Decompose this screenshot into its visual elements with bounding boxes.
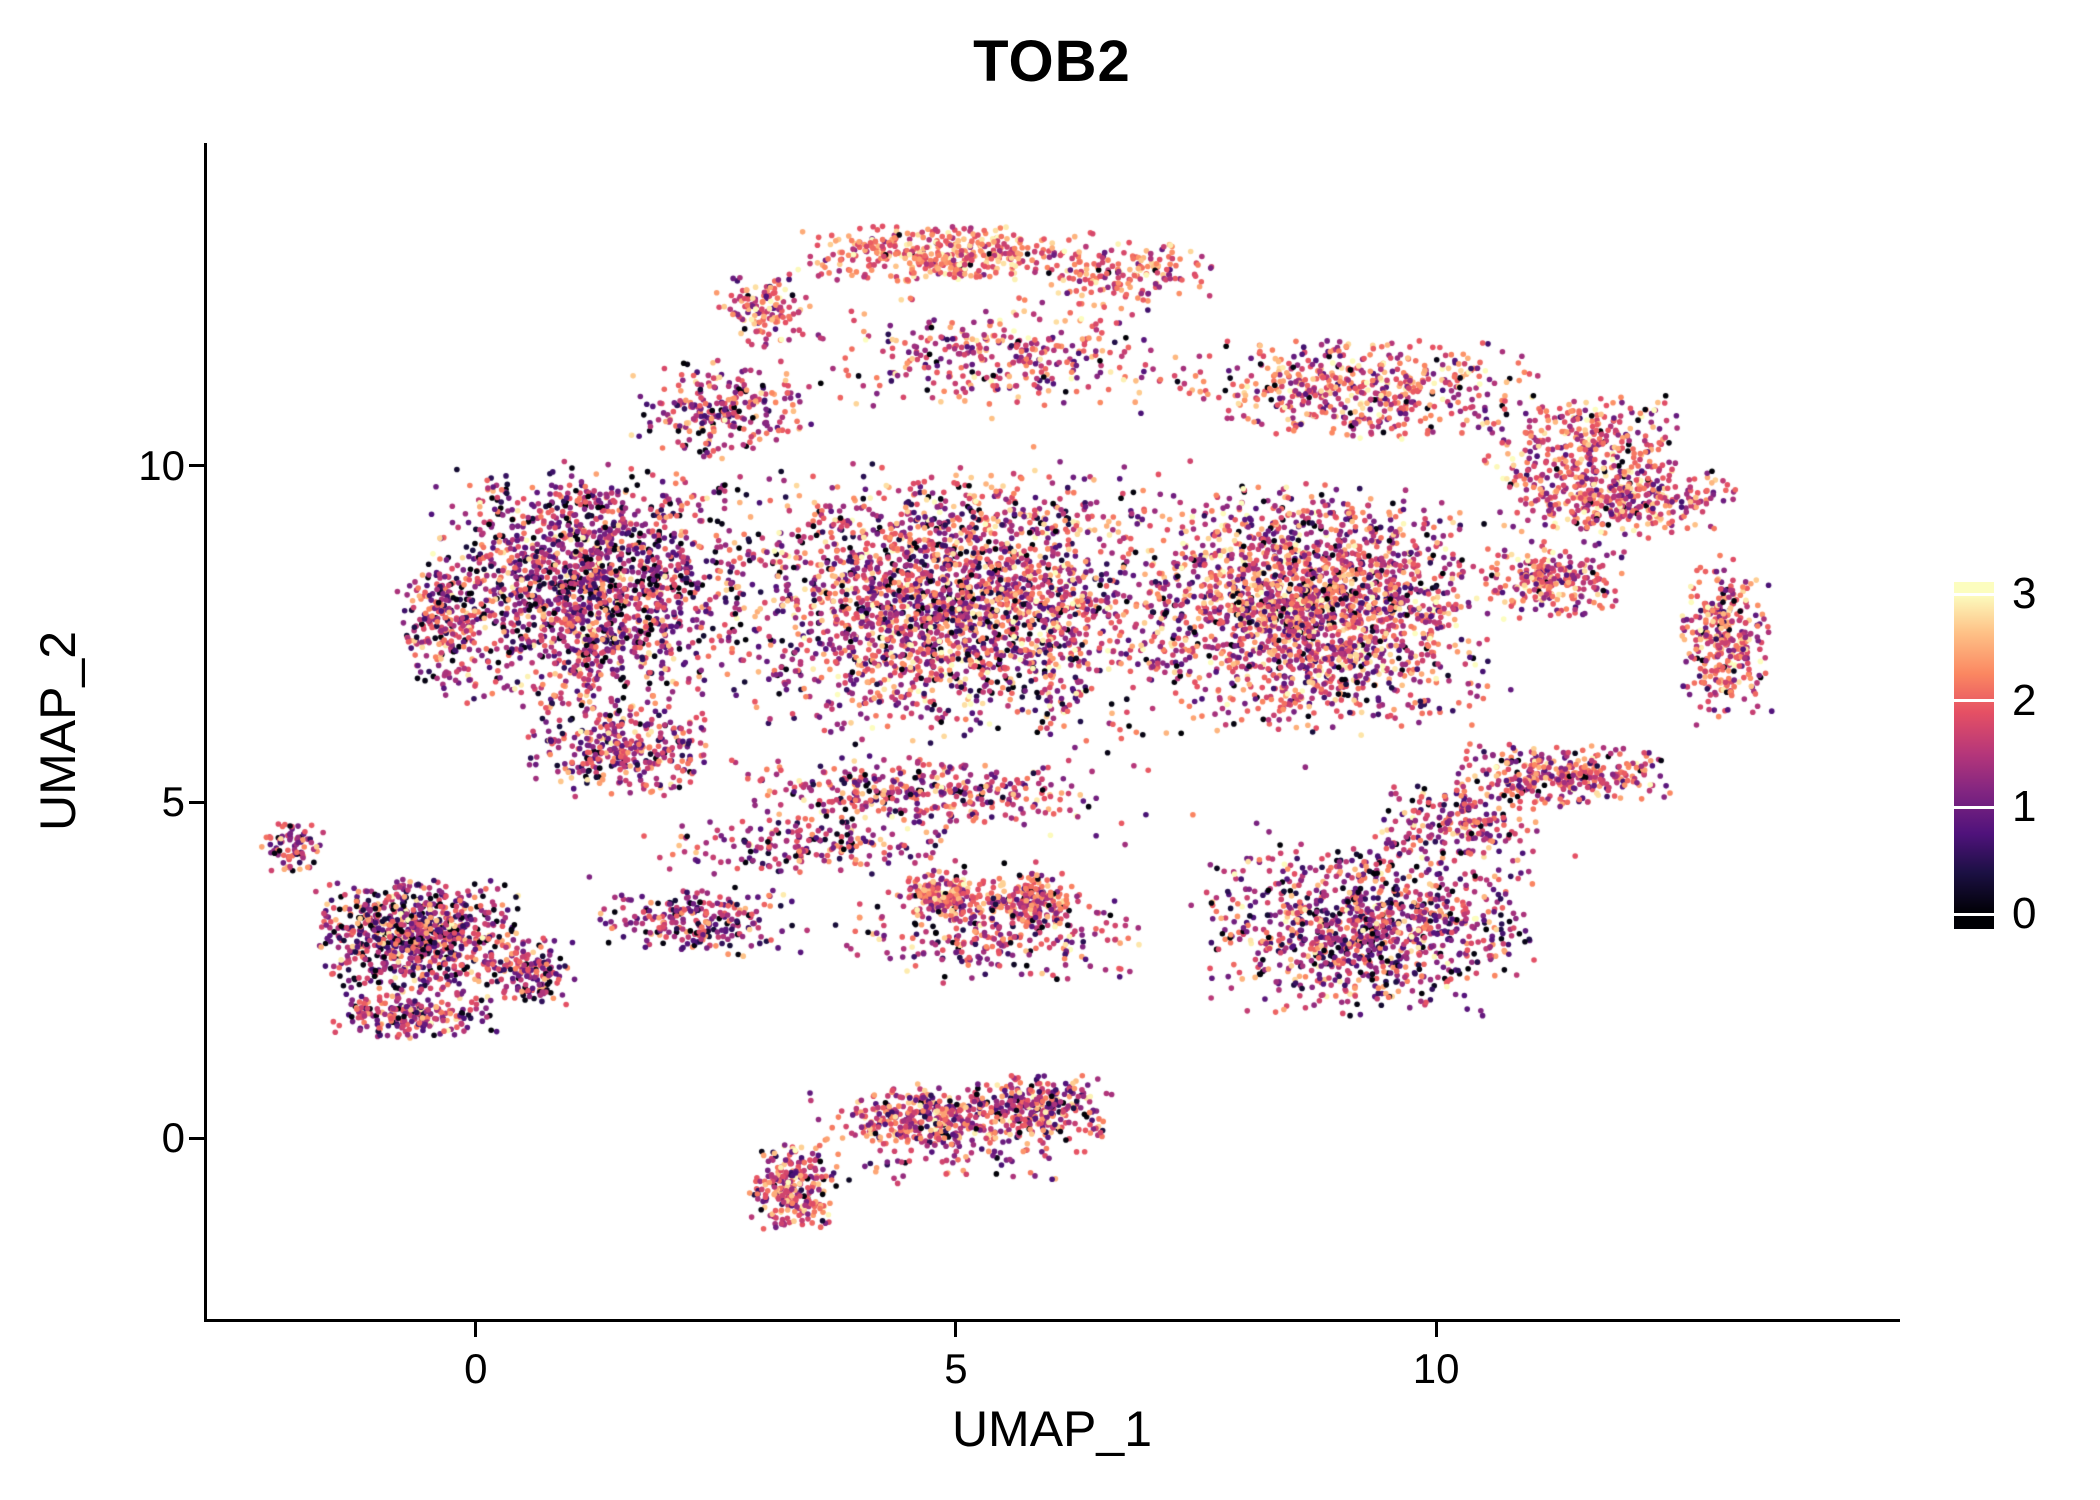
y-tick-label-5: 5 [161, 778, 185, 826]
colorbar-tick-1 [1954, 805, 1994, 809]
colorbar-label-0: 0 [2012, 889, 2037, 938]
x-axis-label: UMAP_1 [951, 1401, 1153, 1457]
colorbar-tick-0 [1954, 912, 1994, 916]
plot-title: TOB2 [973, 29, 1131, 94]
y-axis-label: UMAP_2 [30, 630, 86, 832]
y-tick-mark-0 [189, 1136, 204, 1140]
x-tick-label-10: 10 [1412, 1345, 1460, 1392]
y-tick-label-0: 0 [161, 1114, 185, 1162]
y-axis-line [204, 143, 207, 1322]
x-tick-mark-5 [954, 1322, 958, 1337]
x-tick-label-5: 5 [944, 1345, 968, 1392]
colorbar-legend [1954, 582, 1994, 929]
x-tick-mark-0 [474, 1322, 478, 1337]
colorbar-tick-2 [1954, 699, 1994, 703]
colorbar-label-1: 1 [2012, 782, 2037, 832]
y-tick-label-10: 10 [138, 441, 185, 489]
colorbar-label-3: 3 [2012, 569, 2037, 618]
colorbar-label-2: 2 [2012, 675, 2037, 725]
x-tick-label-0: 0 [464, 1345, 488, 1392]
y-tick-mark-10 [189, 464, 204, 468]
y-tick-mark-5 [189, 800, 204, 804]
x-axis-line [204, 1319, 1900, 1322]
colorbar-tick-3 [1954, 592, 1994, 596]
x-tick-mark-10 [1434, 1322, 1438, 1337]
